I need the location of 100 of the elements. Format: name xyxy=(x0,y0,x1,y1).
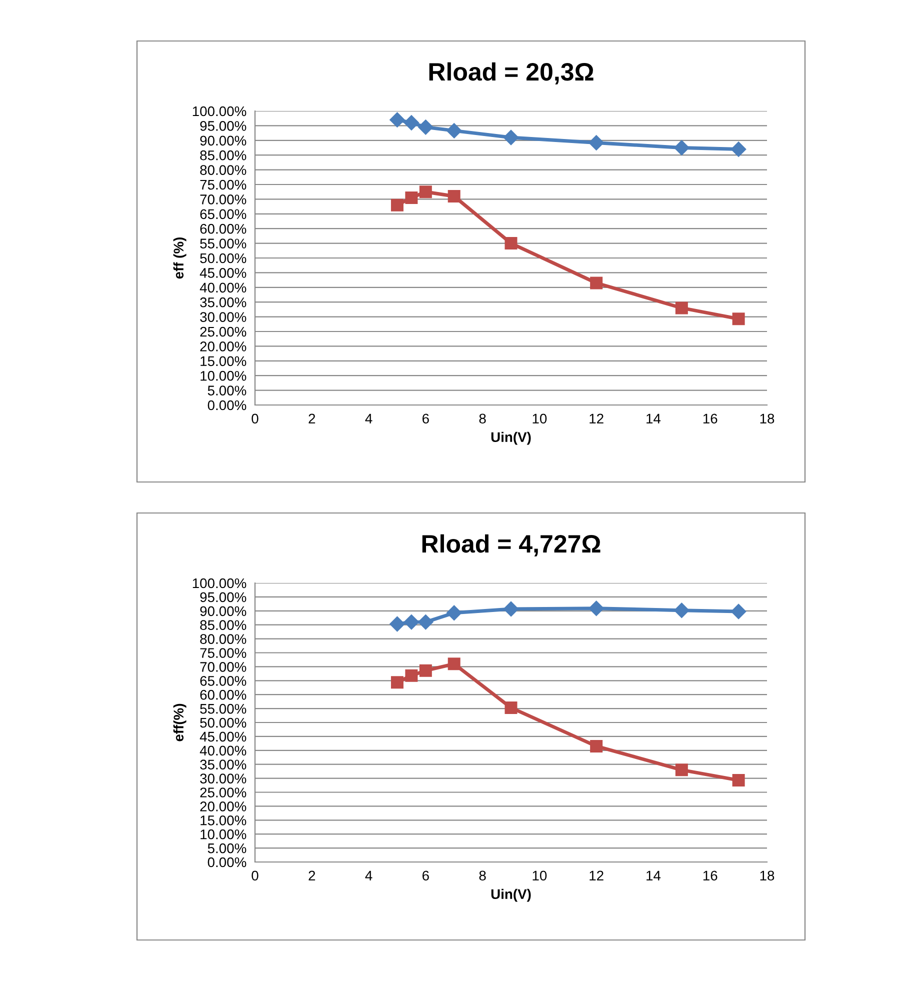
y-tick-label: 30.00% xyxy=(200,312,246,322)
y-tick-label: 15.00% xyxy=(200,356,246,366)
y-tick-label: 25.00% xyxy=(200,326,246,337)
point xyxy=(675,302,688,314)
point xyxy=(446,123,462,138)
point xyxy=(390,112,405,128)
x-tick-label: 16 xyxy=(703,414,718,424)
point xyxy=(730,604,746,620)
point xyxy=(590,276,603,290)
y-tick-label: 35.00% xyxy=(200,297,246,308)
point xyxy=(503,130,519,146)
y-tick-label: 75.00% xyxy=(200,180,246,190)
x-tick-label: 14 xyxy=(646,870,661,880)
y-tick-label: 90.00% xyxy=(200,606,246,616)
y-tick-label: 95.00% xyxy=(200,121,246,131)
x-tick-label: 0 xyxy=(252,870,258,881)
x-tick-label: 12 xyxy=(590,414,604,424)
point xyxy=(674,140,690,156)
chart-title: Rload = 4,727Ω xyxy=(422,534,600,556)
y-tick-label: 65.00% xyxy=(200,209,246,220)
y-tick-label: 50.00% xyxy=(200,253,246,264)
x-tick-label: 18 xyxy=(760,414,774,424)
x-tick-label: 2 xyxy=(308,414,316,424)
y-tick-label: 70.00% xyxy=(200,194,246,204)
y-tick-label: 85.00% xyxy=(200,620,246,630)
x-tick-label: 12 xyxy=(590,870,604,880)
y-tick-label: 80.00% xyxy=(200,165,246,175)
point xyxy=(730,142,746,157)
x-tick-label: 4 xyxy=(365,870,372,880)
point xyxy=(404,614,420,630)
y-tick-label: 90.00% xyxy=(200,136,246,146)
point xyxy=(446,605,462,620)
chart-title: Rload = 20,3Ω xyxy=(429,62,594,84)
point xyxy=(390,198,404,212)
x-tick-label: 8 xyxy=(479,870,486,881)
x-tick-label: 6 xyxy=(422,870,429,881)
y-axis-title: eff(%) xyxy=(173,704,186,742)
point xyxy=(732,312,745,326)
y-tick-label: 20.00% xyxy=(200,802,246,812)
point xyxy=(588,600,604,616)
y-tick-label: 0.00% xyxy=(208,857,246,868)
x-tick-label: 2 xyxy=(308,870,316,880)
x-tick-label: 18 xyxy=(760,870,774,881)
point xyxy=(405,191,418,204)
point xyxy=(732,774,745,787)
point xyxy=(404,115,420,130)
y-tick-label: 10.00% xyxy=(200,370,246,381)
point xyxy=(675,764,688,776)
point xyxy=(674,602,690,618)
y-tick-label: 45.00% xyxy=(200,268,246,278)
point xyxy=(390,676,404,689)
y-tick-label: 15.00% xyxy=(200,815,246,826)
y-tick-label: 100.00% xyxy=(192,106,246,116)
y-tick-label: 30.00% xyxy=(200,774,246,784)
point xyxy=(419,186,432,198)
point xyxy=(418,614,434,630)
y-tick-label: 25.00% xyxy=(200,788,246,798)
x-tick-label: 4 xyxy=(365,414,372,424)
point xyxy=(448,658,460,670)
x-axis-title: Uin(V) xyxy=(491,888,531,902)
point xyxy=(405,669,418,682)
y-tick-label: 75.00% xyxy=(200,648,246,658)
y-tick-label: 10.00% xyxy=(200,829,246,840)
y-tick-label: 100.00% xyxy=(192,578,246,588)
y-tick-label: 0.00% xyxy=(208,400,246,410)
point xyxy=(390,616,405,632)
y-tick-label: 85.00% xyxy=(200,150,246,160)
point xyxy=(504,701,518,714)
x-tick-label: 0 xyxy=(252,414,258,424)
y-tick-label: 65.00% xyxy=(200,676,246,686)
y-tick-label: 50.00% xyxy=(200,718,246,728)
x-tick-label: 14 xyxy=(646,414,661,424)
point xyxy=(590,740,603,752)
y-tick-label: 80.00% xyxy=(200,634,246,644)
y-tick-label: 5.00% xyxy=(208,843,246,854)
x-tick-label: 10 xyxy=(532,414,547,424)
x-axis-title: Uin(V) xyxy=(491,432,531,445)
y-tick-label: 40.00% xyxy=(200,746,246,756)
x-tick-label: 8 xyxy=(479,414,486,424)
y-tick-label: 20.00% xyxy=(200,342,246,352)
y-axis-title: eff (%) xyxy=(173,237,186,279)
x-tick-label: 16 xyxy=(703,870,718,881)
point xyxy=(419,664,432,677)
point xyxy=(504,237,518,250)
y-tick-label: 70.00% xyxy=(200,662,246,672)
y-tick-label: 5.00% xyxy=(208,386,246,396)
point xyxy=(588,135,604,150)
y-tick-label: 60.00% xyxy=(200,690,246,700)
y-tick-label: 35.00% xyxy=(200,760,246,770)
x-tick-label: 6 xyxy=(422,414,429,424)
point xyxy=(448,190,460,203)
point xyxy=(503,601,519,617)
y-tick-label: 45.00% xyxy=(200,732,246,742)
y-tick-label: 55.00% xyxy=(200,704,246,714)
y-tick-label: 55.00% xyxy=(200,238,246,248)
y-tick-label: 60.00% xyxy=(200,224,246,234)
y-tick-label: 95.00% xyxy=(200,592,246,602)
y-tick-label: 40.00% xyxy=(200,282,246,293)
x-tick-label: 10 xyxy=(532,870,547,881)
point xyxy=(418,120,434,135)
